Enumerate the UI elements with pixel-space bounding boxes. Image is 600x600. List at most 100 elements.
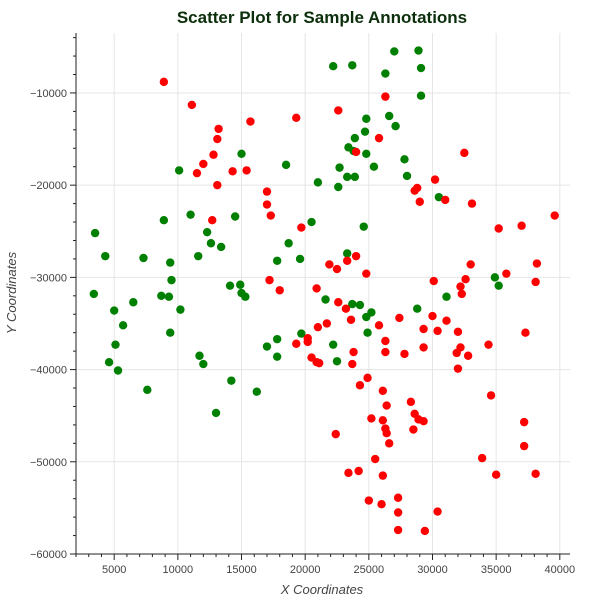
scatter-point <box>400 349 409 359</box>
scatter-point <box>419 343 428 352</box>
scatter-point <box>331 429 340 439</box>
scatter-point <box>369 162 379 171</box>
scatter-point <box>325 260 334 269</box>
scatter-point <box>453 364 463 373</box>
scatter-point <box>272 334 282 344</box>
scatter-point <box>419 324 428 334</box>
scatter-point <box>225 281 235 290</box>
scatter-point <box>363 373 372 383</box>
scatter-point <box>334 106 343 115</box>
scatter-point <box>402 171 412 181</box>
x-tick-label: 10000 <box>163 564 194 576</box>
scatter-point <box>362 269 371 278</box>
scatter-point <box>416 63 426 73</box>
scatter-point <box>382 401 391 410</box>
scatter-point <box>104 357 114 367</box>
scatter-point <box>344 468 353 478</box>
scatter-point <box>382 429 391 438</box>
scatter-point <box>502 269 511 278</box>
scatter-point <box>442 316 451 325</box>
scatter-point <box>186 210 195 219</box>
scatter-point <box>519 441 529 451</box>
scatter-point <box>199 159 208 169</box>
scatter-point <box>413 304 422 313</box>
grid-lines <box>76 33 570 555</box>
scatter-point <box>490 273 500 282</box>
scatter-point <box>159 77 169 87</box>
scatter-point <box>118 321 128 330</box>
scatter-point <box>208 215 217 225</box>
scatter-point <box>374 321 384 330</box>
scatter-point <box>434 192 444 202</box>
scatter-point <box>428 311 437 321</box>
scatter-point <box>441 195 450 205</box>
scatter-point <box>195 351 204 360</box>
scatter-point <box>363 328 372 337</box>
scatter-point <box>390 47 399 56</box>
scatter-point <box>400 155 409 164</box>
scatter-point <box>176 305 185 314</box>
scatter-point <box>272 256 282 265</box>
scatter-point <box>266 211 275 220</box>
scatter-point <box>531 277 540 287</box>
scatter-point <box>550 211 559 220</box>
x-tick-label: 20000 <box>290 564 321 576</box>
scatter-point <box>328 340 338 349</box>
scatter-point <box>460 148 469 158</box>
scatter-point <box>242 166 251 175</box>
scatter-point <box>297 223 306 232</box>
scatter-point <box>342 249 352 258</box>
scatter-point <box>433 326 442 336</box>
scatter-point <box>348 359 357 369</box>
x-tick-label: 25000 <box>354 564 385 576</box>
scatter-point <box>378 416 388 425</box>
x-tick-label: 40000 <box>545 564 576 576</box>
scatter-point <box>89 289 99 299</box>
scatter-point <box>167 275 176 285</box>
scatter-point <box>262 342 272 351</box>
scatter-point <box>467 199 477 208</box>
scatter-point <box>351 251 361 261</box>
scatter-point <box>199 359 208 369</box>
scatter-point <box>227 376 236 385</box>
scatter-point <box>519 417 529 427</box>
scatter-point <box>216 242 226 252</box>
scatter-point <box>414 46 423 55</box>
scatter-point <box>292 339 301 348</box>
scatter-point <box>367 414 376 423</box>
scatter-point <box>209 150 218 159</box>
scatter-point <box>355 381 365 390</box>
scatter-point <box>430 175 440 184</box>
scatter-point <box>395 313 404 323</box>
scatter-point <box>429 276 438 286</box>
scatter-point <box>246 117 255 126</box>
scatter-point <box>307 217 316 227</box>
scatter-point <box>381 69 390 78</box>
scatter-point <box>228 167 237 176</box>
scatter-point <box>164 292 174 301</box>
scatter-point <box>335 163 344 172</box>
scatter-point <box>211 408 221 418</box>
scatter-point <box>456 343 465 352</box>
scatter-point <box>381 92 390 101</box>
scatter-point <box>214 124 223 134</box>
scatter-point <box>367 308 376 317</box>
scatter-point <box>241 292 250 301</box>
scatter-point <box>391 121 400 131</box>
scatter-point <box>362 114 371 123</box>
scatter-point <box>348 299 357 309</box>
scatter-point <box>457 289 466 299</box>
scatter-point <box>415 197 424 206</box>
scatter-point <box>484 340 493 349</box>
scatter-point <box>355 300 365 310</box>
scatter-point <box>364 496 374 505</box>
scatter-point <box>109 306 119 315</box>
scatter-point <box>362 149 371 158</box>
scatter-point <box>349 347 358 357</box>
scatter-point <box>194 251 203 261</box>
scatter-point <box>341 304 351 313</box>
scatter-point <box>350 172 360 182</box>
scatter-point <box>385 111 394 121</box>
scatter-point <box>377 500 386 509</box>
